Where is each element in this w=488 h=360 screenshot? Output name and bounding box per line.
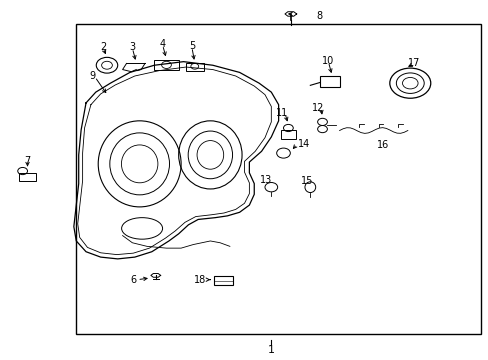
Text: 5: 5 (188, 41, 195, 51)
Text: 3: 3 (129, 42, 135, 52)
Text: 13: 13 (260, 175, 272, 185)
Text: 10: 10 (322, 56, 334, 66)
Text: 18: 18 (194, 275, 206, 285)
Bar (19, 173, 36, 181)
Text: 17: 17 (407, 58, 420, 68)
Text: 7: 7 (24, 156, 31, 166)
Text: 14: 14 (298, 139, 310, 149)
Bar (185, 63, 203, 71)
Text: 9: 9 (89, 71, 95, 81)
Text: 12: 12 (312, 103, 324, 113)
Text: 8: 8 (316, 11, 322, 21)
Text: 16: 16 (377, 140, 389, 150)
Bar (213, 276, 233, 285)
Bar (320, 76, 339, 87)
Text: 15: 15 (301, 176, 313, 186)
Text: 1: 1 (267, 345, 274, 355)
Text: 4: 4 (159, 39, 165, 49)
Bar (154, 59, 178, 70)
Text: 6: 6 (130, 275, 136, 285)
Text: 11: 11 (276, 108, 288, 118)
Bar (281, 130, 295, 139)
Text: 2: 2 (100, 42, 106, 52)
